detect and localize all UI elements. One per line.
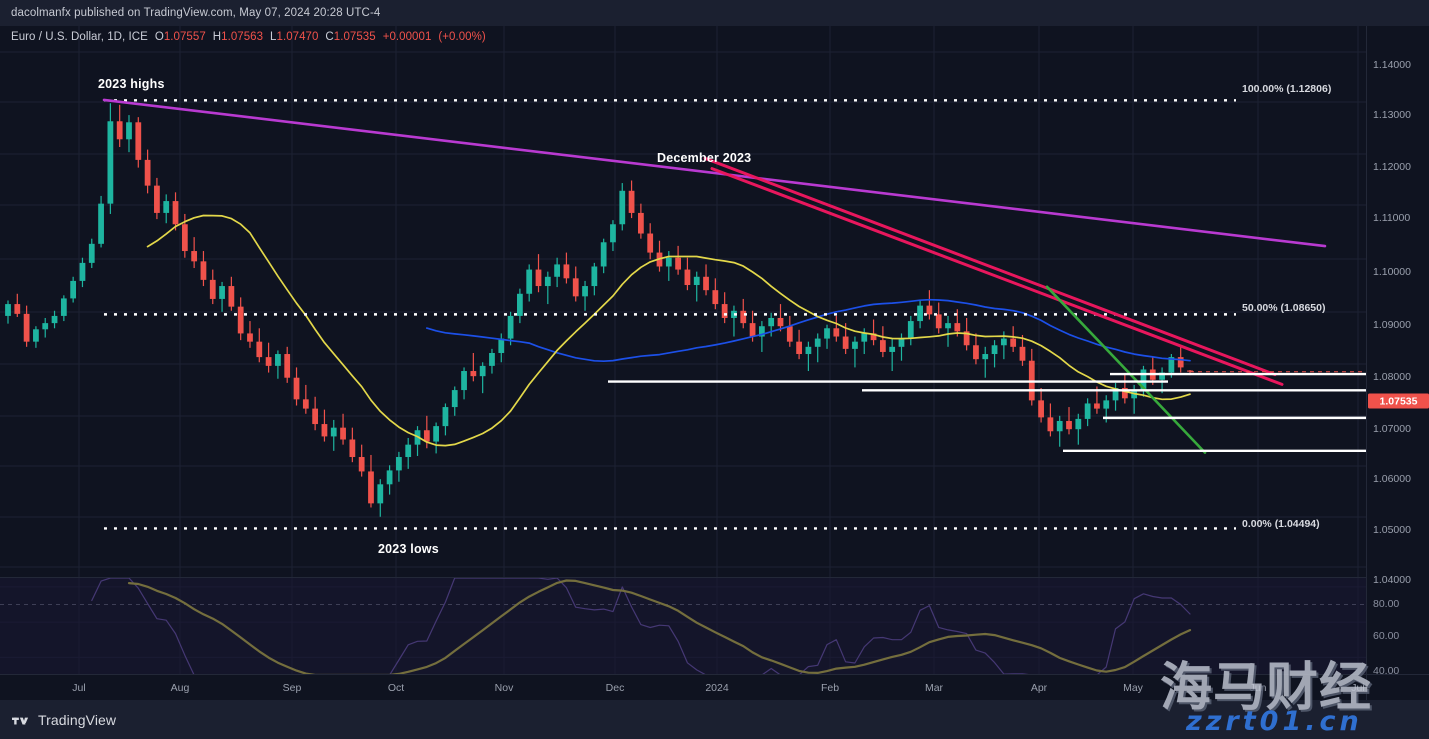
legend-symbol[interactable]: Euro / U.S. Dollar, 1D, ICE xyxy=(11,31,148,43)
tradingview-mark-icon xyxy=(12,717,29,724)
time-axis[interactable]: Jul Aug Sep Oct Nov Dec 2024 Feb Mar Apr May Jun Jul xyxy=(0,674,1366,700)
price-tick: 1.05000 xyxy=(1373,524,1411,536)
legend-close-label: C xyxy=(325,31,334,43)
legend-change: +0.00001 xyxy=(382,31,432,43)
legend-open-label: O xyxy=(154,31,164,43)
time-tick: May xyxy=(1123,682,1143,694)
time-tick: 2024 xyxy=(705,682,729,694)
fib-label: 0.00% (1.04494) xyxy=(1242,518,1320,530)
legend-open-value: 1.07557 xyxy=(163,31,206,43)
main-chart-pane[interactable] xyxy=(0,26,1366,577)
time-tick: Feb xyxy=(820,682,840,694)
rsi-tick: 80.00 xyxy=(1373,598,1400,610)
time-tick: Jul xyxy=(72,682,86,694)
chart-annotation: December 2023 xyxy=(657,151,752,165)
legend-high-value: 1.07563 xyxy=(221,31,264,43)
chart-annotation: 2023 lows xyxy=(378,542,439,556)
price-tick: 1.08000 xyxy=(1373,371,1411,383)
price-tick: 1.10000 xyxy=(1373,266,1411,278)
price-tick: 1.12000 xyxy=(1373,161,1411,173)
time-tick: Dec xyxy=(605,682,625,694)
tradingview-logo[interactable]: TradingView xyxy=(12,712,116,728)
price-axis[interactable]: 1.14000 1.13000 1.12000 1.11000 1.10000 1.090… xyxy=(1366,26,1429,677)
time-tick: Sep xyxy=(282,682,302,694)
price-tick: 1.04000 xyxy=(1373,574,1411,586)
axis-corner xyxy=(1366,674,1429,700)
fib-label: 100.00% (1.12806) xyxy=(1242,83,1332,95)
time-tick: Apr xyxy=(1030,682,1048,694)
chart-annotation: 2023 highs xyxy=(98,77,165,91)
candlestick-chart xyxy=(0,26,1366,577)
rsi-pane[interactable] xyxy=(0,577,1366,674)
fib-label: 50.00% (1.08650) xyxy=(1242,302,1326,314)
legend-change-pct: (+0.00%) xyxy=(438,31,486,43)
time-tick: Nov xyxy=(494,682,514,694)
chart-legend[interactable]: Euro / U.S. Dollar, 1D, ICE O1.07557 H1.07… xyxy=(11,31,486,43)
rsi-chart xyxy=(0,578,1366,674)
price-tick: 1.14000 xyxy=(1373,59,1411,71)
time-tick: Jun xyxy=(1249,682,1267,694)
price-tick: 1.13000 xyxy=(1373,109,1411,121)
footer-bar: TradingView xyxy=(0,700,1429,739)
attribution-text: dacolmanfx published on TradingView.com,… xyxy=(11,7,381,19)
time-tick: Mar xyxy=(924,682,944,694)
legend-low-label: L xyxy=(270,31,277,43)
time-tick: Jul xyxy=(1351,682,1365,694)
time-tick: Aug xyxy=(170,682,190,694)
time-tick: Oct xyxy=(387,682,405,694)
current-price-badge: 1.07535 xyxy=(1368,393,1429,409)
attribution-bar: dacolmanfx published on TradingView.com,… xyxy=(0,0,1429,26)
legend-low-value: 1.07470 xyxy=(276,31,319,43)
tradingview-brand-text: TradingView xyxy=(38,711,117,728)
price-tick: 1.06000 xyxy=(1373,473,1411,485)
legend-high-label: H xyxy=(212,31,222,43)
price-tick: 1.09000 xyxy=(1373,319,1411,331)
price-tick: 1.07000 xyxy=(1373,423,1411,435)
price-tick: 1.11000 xyxy=(1373,212,1411,224)
legend-close-value: 1.07535 xyxy=(333,31,376,43)
rsi-tick: 60.00 xyxy=(1373,630,1400,642)
